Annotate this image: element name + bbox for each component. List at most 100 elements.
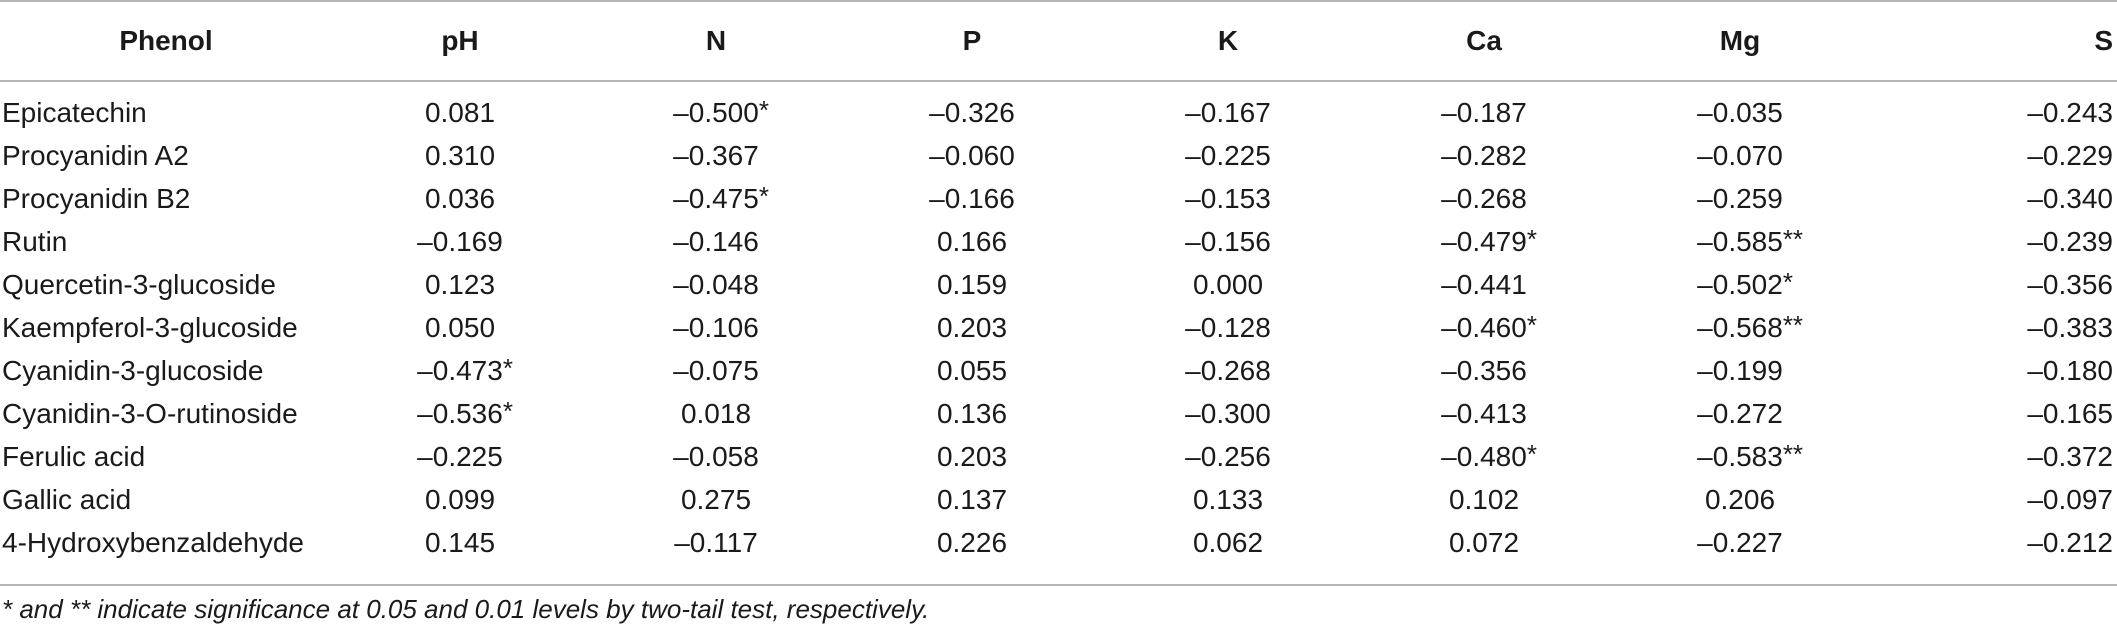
correlation-value: 0.275 <box>680 483 752 515</box>
significance-mark: * <box>758 180 769 211</box>
cell-value-wrap: –0.500 * <box>673 95 769 129</box>
cell-value-wrap: –0.585 ** <box>1697 224 1803 258</box>
correlation-value: 0.036 <box>424 182 496 214</box>
cell-value-wrap: 0.123 <box>425 269 495 301</box>
correlation-value: –0.225 <box>1185 139 1271 171</box>
cell-value-wrap: –0.167 <box>1185 97 1271 129</box>
correlation-value: –0.460 <box>1441 311 1527 343</box>
value-cell: –0.187 <box>1356 81 1612 134</box>
value-cell: –0.153 <box>1100 177 1356 220</box>
cell-value-wrap: –0.502 * <box>1697 267 1793 301</box>
cell-value-wrap: 0.055 <box>937 355 1007 387</box>
significance-mark: * <box>502 395 513 426</box>
value-cell: –0.475 * <box>588 177 844 220</box>
value-cell: 0.145 <box>332 521 588 564</box>
cell-value-wrap: –0.536 * <box>417 396 513 430</box>
correlation-value: –0.282 <box>1441 139 1527 171</box>
value-cell: –0.060 <box>844 134 1100 177</box>
cell-value-wrap: 0.136 <box>937 398 1007 430</box>
value-cell: –0.536 * <box>332 392 588 435</box>
value-cell: 0.102 <box>1356 478 1612 521</box>
value-cell: 0.000 <box>1100 263 1356 306</box>
phenol-name-cell: Cyanidin-3-glucoside <box>2 354 264 386</box>
table-row: Cyanidin-3-glucoside –0.473 * –0.075 0.055 –0… <box>0 349 2117 392</box>
correlation-value: –0.146 <box>673 225 759 257</box>
column-header: P <box>962 24 982 56</box>
value-cell: –0.441 <box>1356 263 1612 306</box>
value-cell: 0.133 <box>1100 478 1356 521</box>
value-cell: –0.372 <box>1868 435 2117 478</box>
correlation-value: –0.060 <box>929 139 1015 171</box>
significance-mark: ** <box>1782 223 1804 254</box>
correlation-value: –0.326 <box>929 96 1015 128</box>
significance-mark: * <box>1526 223 1537 254</box>
cell-value-wrap: –0.326 <box>929 97 1015 129</box>
correlation-value: –0.356 <box>2027 268 2113 300</box>
correlation-value: –0.372 <box>2027 440 2113 472</box>
value-cell: –0.048 <box>588 263 844 306</box>
value-cell: –0.473 * <box>332 349 588 392</box>
correlation-value: 0.018 <box>680 397 752 429</box>
phenol-name-cell: Epicatechin <box>2 96 147 128</box>
header-row: Phenol pH N P K Ca Mg S <box>0 0 2117 81</box>
value-cell: –0.075 <box>588 349 844 392</box>
phenol-name-cell: Procyanidin B2 <box>2 182 191 214</box>
value-cell: –0.259 <box>1612 177 1868 220</box>
correlation-value: –0.166 <box>929 182 1015 214</box>
cell-value-wrap: –0.383 <box>2027 312 2113 344</box>
cell-value-wrap: –0.165 <box>2027 398 2113 430</box>
value-cell: –0.117 <box>588 521 844 564</box>
correlation-value: 0.136 <box>936 397 1008 429</box>
table-footnote: * and ** indicate significance at 0.05 a… <box>2 594 930 624</box>
value-cell: –0.166 <box>844 177 1100 220</box>
column-header: Phenol <box>119 24 213 56</box>
cell-value-wrap: –0.282 <box>1441 140 1527 172</box>
value-cell: –0.167 <box>1100 81 1356 134</box>
value-cell: 0.018 <box>588 392 844 435</box>
cell-value-wrap: 0.099 <box>425 484 495 516</box>
cell-value-wrap: –0.058 <box>673 441 759 473</box>
value-cell: –0.070 <box>1612 134 1868 177</box>
column-header: S <box>2094 24 2113 56</box>
cell-value-wrap: 0.166 <box>937 226 1007 258</box>
cell-value-wrap: 0.206 <box>1705 484 1775 516</box>
value-cell: –0.256 <box>1100 435 1356 478</box>
correlation-value: –0.070 <box>1697 139 1783 171</box>
value-cell: 0.099 <box>332 478 588 521</box>
cell-value-wrap: –0.243 <box>2027 97 2113 129</box>
value-cell: 0.159 <box>844 263 1100 306</box>
phenol-name-cell: Ferulic acid <box>2 440 146 472</box>
table-row: Epicatechin 0.081 –0.500 * –0.326 –0.167 –0.18… <box>0 81 2117 134</box>
correlation-value: –0.225 <box>417 440 503 472</box>
correlation-value: 0.123 <box>424 268 496 300</box>
value-cell: –0.146 <box>588 220 844 263</box>
value-cell: 0.055 <box>844 349 1100 392</box>
value-cell: –0.128 <box>1100 306 1356 349</box>
cell-value-wrap: 0.072 <box>1449 527 1519 559</box>
correlation-value: –0.048 <box>673 268 759 300</box>
correlation-value: 0.203 <box>936 311 1008 343</box>
correlation-value: 0.226 <box>936 526 1008 558</box>
value-cell: –0.268 <box>1100 349 1356 392</box>
correlation-value: –0.187 <box>1441 96 1527 128</box>
value-cell: –0.383 <box>1868 306 2117 349</box>
correlation-value: 0.203 <box>936 440 1008 472</box>
correlation-value: –0.500 <box>673 96 759 128</box>
cell-value-wrap: –0.480 * <box>1441 439 1537 473</box>
correlation-value: –0.199 <box>1697 354 1783 386</box>
correlation-value: –0.536 <box>417 397 503 429</box>
correlation-value: 0.145 <box>424 526 496 558</box>
correlation-value: –0.272 <box>1697 397 1783 429</box>
significance-mark: * <box>502 352 513 383</box>
correlation-value: –0.383 <box>2027 311 2113 343</box>
value-cell: –0.169 <box>332 220 588 263</box>
phenol-name-cell: Rutin <box>2 225 68 257</box>
cell-value-wrap: 0.310 <box>425 140 495 172</box>
value-cell: –0.568 ** <box>1612 306 1868 349</box>
header-rule <box>0 80 2117 82</box>
value-cell: 0.226 <box>844 521 1100 564</box>
value-cell: –0.199 <box>1612 349 1868 392</box>
significance-mark: * <box>1782 266 1793 297</box>
correlation-value: 0.062 <box>1192 526 1264 558</box>
